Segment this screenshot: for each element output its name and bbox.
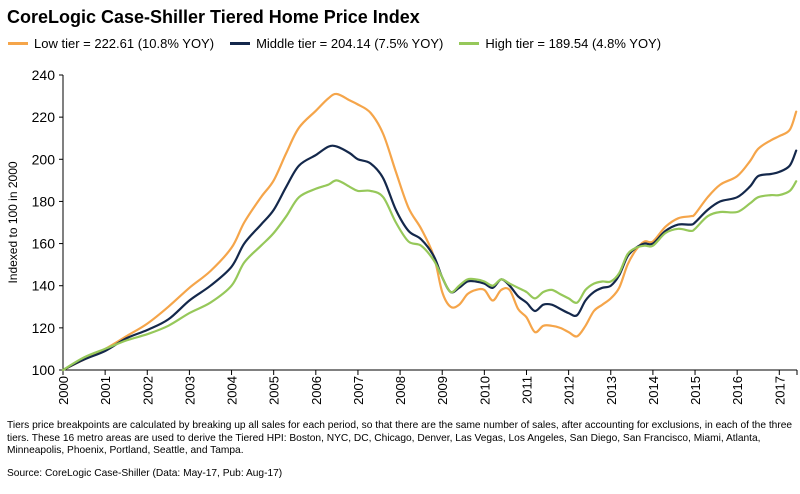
chart-footnote: Tiers price breakpoints are calculated b… — [7, 420, 793, 456]
legend-item-high: High tier = 189.54 (4.8% YOY) — [459, 36, 661, 51]
x-tick-label: 2016 — [730, 376, 745, 405]
x-tick-label: 2003 — [182, 376, 197, 405]
legend-item-middle: Middle tier = 204.14 (7.5% YOY) — [230, 36, 443, 51]
chart-title: CoreLogic Case-Shiller Tiered Home Price… — [7, 7, 420, 27]
x-tick-label: 2013 — [604, 376, 619, 405]
low-tier-line — [61, 92, 798, 372]
x-tick-label: 2010 — [477, 376, 492, 405]
x-tick-label: 2012 — [562, 376, 577, 405]
y-tick-label: 160 — [32, 236, 56, 252]
x-tick-label: 2008 — [393, 376, 408, 405]
x-tick-label: 2006 — [309, 376, 324, 405]
legend-swatch-high — [459, 42, 480, 45]
x-tick-label: 2015 — [688, 376, 703, 405]
legend-swatch-low — [8, 42, 28, 45]
x-tick-label: 2004 — [225, 376, 240, 405]
y-tick-label: 180 — [32, 193, 56, 209]
legend-label-middle: Middle tier = 204.14 (7.5% YOY) — [256, 36, 444, 51]
chart-source: Source: CoreLogic Case-Shiller (Data: Ma… — [7, 468, 283, 479]
x-tick-label: 2014 — [646, 376, 661, 405]
line-chart: 100 120 140 160 180 200 220 240 Indexed to 100 i… — [6, 67, 798, 405]
legend-label-low: Low tier = 222.61 (10.8% YOY) — [34, 36, 215, 51]
x-tick-label: 2000 — [56, 376, 71, 405]
y-axis-label: Indexed to 100 in 2000 — [6, 161, 20, 283]
y-tick-label: 220 — [32, 109, 56, 125]
chart-legend: Low tier = 222.61 (10.8% YOY) Middle tie… — [8, 36, 661, 51]
x-tick-label: 2011 — [519, 376, 534, 404]
x-tick-label: 2001 — [98, 376, 113, 405]
y-tick-label: 100 — [32, 362, 56, 378]
y-tick-label: 200 — [32, 151, 56, 167]
x-tick-label: 2002 — [140, 376, 155, 405]
x-tick-label: 2007 — [351, 376, 366, 405]
x-tick-label: 2009 — [435, 376, 450, 405]
x-tick-label: 2017 — [772, 376, 787, 405]
legend-item-low: Low tier = 222.61 (10.8% YOY) — [8, 36, 214, 51]
high-tier-line — [61, 179, 798, 372]
y-tick-label: 140 — [32, 278, 56, 294]
y-tick-label: 240 — [32, 67, 56, 83]
legend-label-high: High tier = 189.54 (4.8% YOY) — [485, 36, 662, 51]
x-tick-label: 2005 — [267, 376, 282, 405]
y-tick-label: 120 — [32, 320, 56, 336]
middle-tier-line — [61, 144, 798, 372]
legend-swatch-middle — [230, 42, 251, 45]
